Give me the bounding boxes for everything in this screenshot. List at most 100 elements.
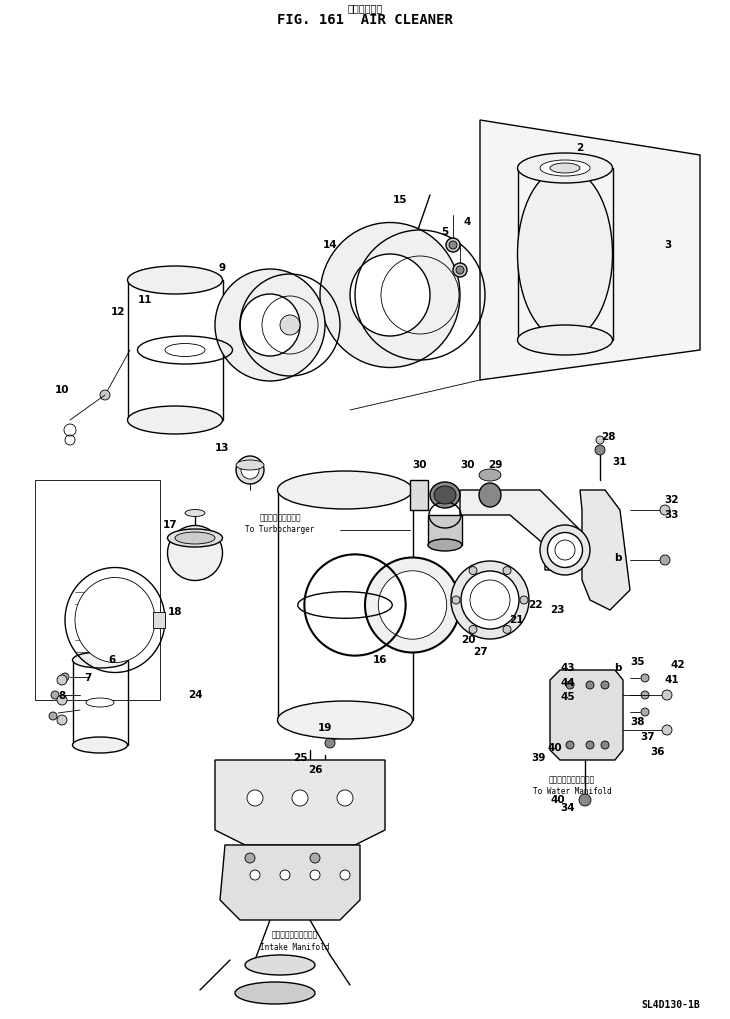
Text: 34: 34 xyxy=(561,803,575,813)
Circle shape xyxy=(503,626,511,634)
Circle shape xyxy=(57,715,67,725)
Circle shape xyxy=(57,695,67,705)
Polygon shape xyxy=(580,490,630,610)
Text: 37: 37 xyxy=(641,732,656,742)
Circle shape xyxy=(456,266,464,274)
Circle shape xyxy=(310,870,320,880)
Ellipse shape xyxy=(378,571,447,639)
Ellipse shape xyxy=(365,557,460,652)
Text: 21: 21 xyxy=(509,615,523,625)
Ellipse shape xyxy=(540,160,590,176)
Circle shape xyxy=(586,681,594,689)
Text: 8: 8 xyxy=(58,691,66,701)
Text: 40: 40 xyxy=(548,743,562,753)
Text: 3: 3 xyxy=(664,240,672,250)
Ellipse shape xyxy=(518,153,612,183)
Circle shape xyxy=(641,674,649,682)
Text: 19: 19 xyxy=(318,723,332,733)
Circle shape xyxy=(660,555,670,565)
Ellipse shape xyxy=(175,532,215,544)
Ellipse shape xyxy=(277,701,412,739)
Ellipse shape xyxy=(167,526,223,581)
Ellipse shape xyxy=(548,533,583,568)
Ellipse shape xyxy=(430,482,460,508)
Text: 29: 29 xyxy=(488,460,502,470)
Text: FIG. 161  AIR CLEANER: FIG. 161 AIR CLEANER xyxy=(277,13,453,26)
Polygon shape xyxy=(215,760,385,845)
Ellipse shape xyxy=(165,343,205,357)
Circle shape xyxy=(340,870,350,880)
Text: 22: 22 xyxy=(528,600,542,610)
Ellipse shape xyxy=(167,529,223,547)
Ellipse shape xyxy=(479,469,501,481)
Circle shape xyxy=(250,870,260,880)
Circle shape xyxy=(662,725,672,735)
Ellipse shape xyxy=(75,578,155,662)
Ellipse shape xyxy=(240,294,300,356)
Circle shape xyxy=(61,673,69,681)
Text: 28: 28 xyxy=(601,432,615,442)
Circle shape xyxy=(566,681,574,689)
Text: 43: 43 xyxy=(561,663,575,673)
Circle shape xyxy=(452,596,460,604)
Circle shape xyxy=(453,263,467,277)
Circle shape xyxy=(280,315,300,335)
Circle shape xyxy=(57,675,67,685)
Ellipse shape xyxy=(320,222,460,368)
Text: ターボチャージャへ: ターボチャージャへ xyxy=(259,514,301,523)
Text: 23: 23 xyxy=(550,605,564,615)
Text: 35: 35 xyxy=(631,657,645,667)
Text: 11: 11 xyxy=(138,294,153,305)
Text: 13: 13 xyxy=(215,443,229,453)
Text: 24: 24 xyxy=(188,690,202,700)
Text: 33: 33 xyxy=(665,510,679,520)
Circle shape xyxy=(310,853,320,863)
Circle shape xyxy=(596,436,604,444)
Text: SL4D130-1B: SL4D130-1B xyxy=(641,1000,700,1010)
Ellipse shape xyxy=(550,163,580,173)
Circle shape xyxy=(449,242,457,249)
Ellipse shape xyxy=(72,737,128,753)
Circle shape xyxy=(64,424,76,436)
Ellipse shape xyxy=(434,486,456,504)
Text: 2: 2 xyxy=(577,143,583,153)
Text: 12: 12 xyxy=(111,307,126,317)
Circle shape xyxy=(245,853,255,863)
Text: 20: 20 xyxy=(461,635,475,645)
Ellipse shape xyxy=(235,982,315,1004)
Text: 25: 25 xyxy=(293,753,307,763)
Text: 6: 6 xyxy=(108,655,115,665)
Circle shape xyxy=(586,741,594,749)
Ellipse shape xyxy=(185,510,205,517)
Text: 39: 39 xyxy=(531,753,545,763)
Circle shape xyxy=(446,238,460,252)
Ellipse shape xyxy=(518,168,612,340)
Text: 31: 31 xyxy=(612,457,627,467)
Ellipse shape xyxy=(461,571,519,629)
Text: b: b xyxy=(614,663,622,673)
Text: 26: 26 xyxy=(308,765,322,775)
Ellipse shape xyxy=(479,483,501,507)
Text: Intake Manifold: Intake Manifold xyxy=(261,943,330,952)
Circle shape xyxy=(304,784,316,796)
Text: b: b xyxy=(614,553,622,564)
Text: 15: 15 xyxy=(393,195,407,205)
Text: 44: 44 xyxy=(561,678,575,688)
Text: 16: 16 xyxy=(373,655,387,665)
Ellipse shape xyxy=(540,525,590,575)
Polygon shape xyxy=(428,515,462,545)
Circle shape xyxy=(100,390,110,400)
Circle shape xyxy=(385,310,395,320)
Text: エアクリーナ: エアクリーナ xyxy=(347,3,383,13)
Circle shape xyxy=(469,626,477,634)
Ellipse shape xyxy=(236,460,264,470)
Circle shape xyxy=(247,790,263,806)
Ellipse shape xyxy=(518,325,612,355)
Text: 41: 41 xyxy=(665,675,680,685)
Circle shape xyxy=(641,708,649,716)
Ellipse shape xyxy=(451,561,529,639)
Text: 38: 38 xyxy=(631,717,645,727)
Polygon shape xyxy=(480,120,700,380)
Circle shape xyxy=(566,741,574,749)
Text: 27: 27 xyxy=(473,647,488,657)
